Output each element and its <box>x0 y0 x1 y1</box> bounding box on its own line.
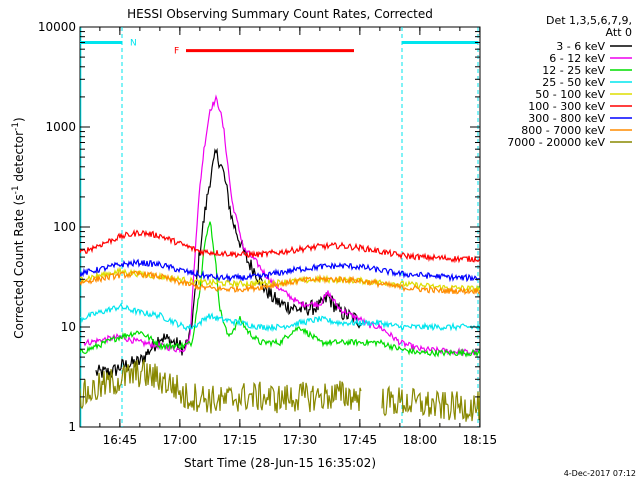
y-tick-label: 100 <box>53 220 76 234</box>
x-tick-label: 16:45 <box>103 433 138 447</box>
y-tick-label: 10 <box>61 320 76 334</box>
chart-title: HESSI Observing Summary Count Rates, Cor… <box>127 7 433 21</box>
y-tick-label: 1000 <box>45 120 76 134</box>
legend-label: 100 - 300 keV <box>528 100 605 113</box>
y-axis-label-end: ) <box>12 117 26 122</box>
y-tick-label: 1 <box>68 420 76 434</box>
flag-label-N: N <box>130 38 137 48</box>
series-line <box>80 258 480 283</box>
x-tick-label: 17:15 <box>223 433 258 447</box>
y-axis-label-main: Corrected Count Rate (s <box>12 194 26 338</box>
legend-label: 6 - 12 keV <box>549 52 605 65</box>
series-line <box>80 302 480 333</box>
y-axis-label: Corrected Count Rate (s-1 detector-1) <box>11 117 26 338</box>
legend-label: 25 - 50 keV <box>542 76 605 89</box>
y-tick-label: 10000 <box>38 20 76 34</box>
series-line <box>80 266 480 294</box>
legend-header-line2: Att 0 <box>606 26 632 39</box>
y-axis-label-sup1: -1 <box>11 185 21 194</box>
flag-label-F: F <box>174 47 179 57</box>
series-line <box>80 221 480 358</box>
x-tick-label: 18:00 <box>403 433 438 447</box>
series-group <box>80 94 480 422</box>
series-line <box>80 359 480 422</box>
svg-text:Corrected Count Rate (s-1 dete: Corrected Count Rate (s-1 detector-1) <box>11 117 26 338</box>
x-tick-label: 17:30 <box>283 433 318 447</box>
y-axis-label-sup2: -1 <box>11 122 21 131</box>
legend-label: 12 - 25 keV <box>542 64 605 77</box>
flags-group: NF <box>80 27 479 427</box>
footer-date: 4-Dec-2017 07:12 <box>564 469 636 478</box>
series-line <box>80 270 480 296</box>
legend-label: 300 - 800 keV <box>528 112 605 125</box>
legend-header-line1: Det 1,3,5,6,7,9, <box>546 14 632 27</box>
legend-label: 800 - 7000 keV <box>521 124 605 137</box>
x-tick-label: 18:15 <box>463 433 498 447</box>
legend-label: 50 - 100 keV <box>535 88 605 101</box>
axis-group: 16:45 17:00 17:15 17:30 17:45 18:00 18:15 1 10 10… <box>38 20 497 447</box>
series-line <box>83 94 480 357</box>
legend-label: 7000 - 20000 keV <box>507 136 605 149</box>
legend-label: 3 - 6 keV <box>556 40 605 53</box>
x-axis-label: Start Time (28-Jun-15 16:35:02) <box>184 456 376 470</box>
y-axis-label-mid: detector <box>12 131 26 186</box>
x-tick-label: 17:00 <box>163 433 198 447</box>
plot-frame <box>79 26 481 428</box>
series-line <box>80 228 480 264</box>
x-tick-label: 17:45 <box>343 433 378 447</box>
